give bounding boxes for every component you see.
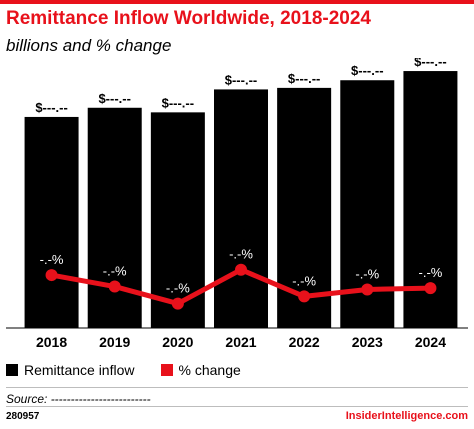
change-label-2020: -.-% (166, 281, 190, 296)
bar-value-label-2024: $---.-- (414, 58, 447, 69)
footer-divider (6, 406, 468, 407)
source-divider (6, 387, 468, 388)
line-layer (45, 263, 437, 310)
chart-area: $---.-- 2018 $---.-- 2019 $---.-- 2020 $---.--… (6, 58, 468, 350)
x-tick-label-2021: 2021 (225, 334, 256, 350)
bar-value-label-2023: $---.-- (351, 63, 384, 78)
change-label-2019: -.-% (103, 264, 127, 279)
bar-2018 (24, 116, 79, 328)
bar-value-label-2018: $---.-- (35, 100, 68, 115)
bar-value-label-2020: $---.-- (162, 95, 195, 110)
chart-id: 280957 (6, 411, 40, 422)
bar-2021 (214, 89, 268, 328)
change-label-2024: -.-% (419, 265, 443, 280)
x-tick-label-2024: 2024 (415, 334, 446, 350)
legend: Remittance inflow % change (6, 362, 261, 378)
legend-label-change: % change (178, 362, 241, 378)
change-point-2019 (108, 280, 121, 293)
change-point-2022 (298, 290, 311, 303)
x-tick-label-2022: 2022 (289, 334, 320, 350)
x-tick-label-2018: 2018 (36, 334, 67, 350)
bar-2019 (87, 107, 142, 328)
change-point-2023 (361, 283, 374, 296)
change-point-2021 (235, 263, 247, 276)
change-label-2022: -.-% (292, 273, 316, 288)
chart-title: Remittance Inflow Worldwide, 2018-2024 (6, 8, 371, 29)
legend-label-remittance: Remittance inflow (24, 362, 135, 378)
labels-layer: $---.-- 2018 $---.-- 2019 $---.-- 2020 $---.--… (35, 58, 446, 350)
legend-swatch-bar (6, 364, 18, 376)
bar-value-label-2022: $---.-- (288, 71, 321, 86)
brand-link[interactable]: InsiderIntelligence.com (345, 410, 468, 422)
change-label-2021: -.-% (229, 247, 253, 262)
top-accent-rule (0, 0, 474, 4)
change-label-2018: -.-% (40, 252, 64, 267)
legend-item-remittance: Remittance inflow (6, 362, 135, 378)
change-point-2018 (45, 269, 58, 282)
change-point-2024 (424, 282, 437, 295)
chart-subtitle: billions and % change (6, 36, 172, 55)
x-tick-label-2023: 2023 (352, 334, 383, 350)
change-label-2023: -.-% (355, 266, 379, 281)
bar-value-label-2021: $---.-- (225, 72, 258, 87)
legend-swatch-line (160, 364, 173, 376)
x-tick-label-2019: 2019 (99, 334, 130, 350)
bar-value-label-2019: $---.-- (98, 91, 131, 106)
x-tick-label-2020: 2020 (162, 334, 193, 350)
change-point-2020 (171, 297, 184, 310)
legend-item-change: % change (160, 362, 241, 378)
source-note: Source: ------------------------- (6, 392, 151, 406)
